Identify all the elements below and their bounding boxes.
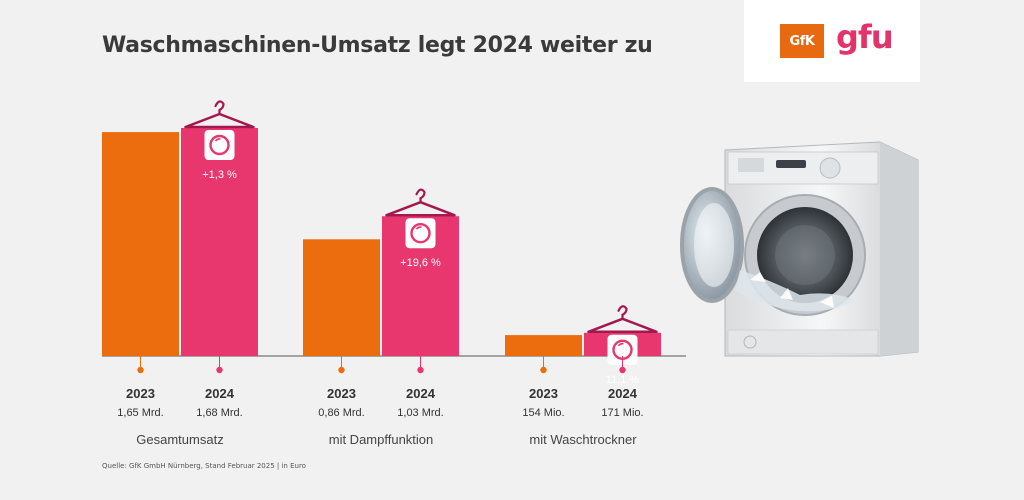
- dot-2024: [417, 366, 424, 374]
- dot-2023: [137, 366, 144, 374]
- source-note: Quelle: GfK GmbH Nürnberg, Stand Februar…: [102, 462, 306, 470]
- hanger-hook-icon: [617, 305, 628, 320]
- gfk-logo: GfK: [780, 24, 824, 58]
- hanger-hook-icon: [214, 100, 225, 116]
- washer-drum-shine-icon: [617, 342, 624, 347]
- value-label-2024: 1,03 Mrd.: [397, 407, 443, 419]
- year-label-2023: 2023: [529, 386, 558, 401]
- change-label: +19,6 %: [400, 257, 441, 269]
- washer-tag-icon: [204, 130, 235, 160]
- bar-2024: [181, 128, 258, 356]
- logo-area: GfK gfu: [744, 0, 920, 82]
- washing-machine-illustration: [680, 141, 919, 357]
- bar-2023: [505, 335, 582, 356]
- year-label-2023: 2023: [126, 386, 155, 401]
- dot-2024: [619, 366, 626, 374]
- value-label-2023: 1,65 Mrd.: [117, 407, 163, 419]
- page-title: Waschmaschinen-Umsatz legt 2024 weiter z…: [102, 33, 653, 58]
- change-label: 11,1 %: [606, 374, 640, 386]
- value-label-2024: 1,68 Mrd.: [196, 407, 242, 419]
- washer-drum-shine-icon: [214, 138, 221, 142]
- bar-2023: [102, 132, 179, 356]
- dot-2023: [338, 366, 345, 374]
- hanger-icon: [184, 112, 255, 129]
- category-label: mit Dampffunktion: [329, 432, 434, 447]
- year-label-2024: 2024: [608, 386, 638, 401]
- washer-tag-icon: [607, 334, 638, 365]
- hanger-icon: [587, 317, 658, 334]
- dot-2024: [216, 366, 223, 374]
- value-label-2024: 171 Mio.: [601, 407, 643, 419]
- value-label-2023: 0,86 Mrd.: [318, 407, 364, 419]
- category-label: mit Waschtrockner: [529, 432, 637, 447]
- hanger-hook-icon: [415, 188, 426, 204]
- year-label-2023: 2023: [327, 386, 356, 401]
- category-label: Gesamtumsatz: [136, 432, 223, 447]
- gfu-logo: gfu: [836, 18, 894, 56]
- change-label: +1,3 %: [202, 169, 237, 181]
- value-label-2023: 154 Mio.: [522, 407, 564, 419]
- washer-drum-icon: [410, 223, 431, 244]
- hanger-icon: [385, 200, 456, 217]
- washer-tag-icon: [405, 218, 436, 249]
- year-label-2024: 2024: [406, 386, 436, 401]
- year-label-2024: 2024: [205, 386, 235, 401]
- dot-2023: [540, 366, 547, 374]
- washer-drum-shine-icon: [415, 226, 422, 230]
- bar-2023: [303, 239, 380, 356]
- washer-drum-icon: [209, 134, 230, 156]
